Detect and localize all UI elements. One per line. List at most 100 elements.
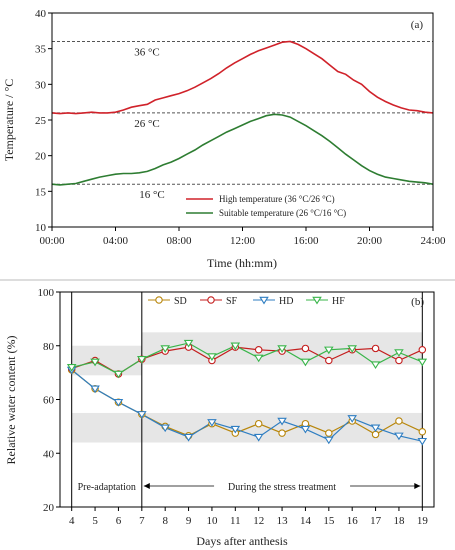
y-tick-label-b-40: 40 [43, 448, 55, 460]
data-point-hf-day-4 [66, 364, 77, 372]
x-tick-label-a-16: 16:00 [293, 235, 319, 247]
y-axis-title-b: Relative water content (%) [4, 336, 18, 465]
data-point-hd-day-16 [347, 415, 357, 423]
data-point-hf-day-14 [300, 358, 311, 367]
legend-label-suitable: Suitable temperature (26 °C/16 °C) [219, 208, 346, 218]
data-point-hf-day-19 [417, 358, 428, 367]
x-tick-label-b-17: 17 [370, 515, 382, 527]
legend-marker-sf [207, 296, 215, 304]
x-tick-label-a-24: 24:00 [420, 235, 446, 247]
data-point-sd-day-19 [418, 427, 427, 436]
x-tick-label-b-14: 14 [300, 515, 312, 527]
legend-b: SD SF HD HF [148, 296, 345, 307]
data-point-hf-day-6 [113, 370, 124, 379]
phase-annotations-b: Pre-adaptation During the stress treatmen… [78, 482, 421, 493]
data-point-sf-day-12 [254, 346, 263, 354]
data-point-hd-day-15 [324, 436, 334, 445]
x-tick-label-b-15: 15 [323, 515, 335, 527]
y-tick-label-a-25: 25 [35, 115, 47, 127]
data-point-hf-day-7 [137, 355, 147, 364]
shaded-band-3 [71, 412, 423, 443]
y-axis-title-a: Temperature / °C [2, 79, 16, 162]
panel-label-a: (a) [411, 19, 424, 31]
x-tick-label-a-12: 12:00 [230, 235, 256, 247]
data-point-sf-day-19 [418, 346, 427, 354]
reference-labels-a: 36 °C 26 °C 16 °C [134, 47, 165, 202]
data-point-sf-day-17 [371, 344, 380, 353]
series-line-suitable-temperature [51, 113, 434, 186]
data-point-hd-day-7 [137, 411, 147, 419]
legend-a: High temperature (36 °C/26 °C) Suitable … [186, 194, 346, 218]
phase-label-stress-treatment: During the stress treatment [228, 482, 336, 493]
data-point-hd-day-11 [230, 425, 241, 434]
data-point-hf-day-5 [90, 358, 100, 367]
x-tick-label-b-11: 11 [230, 515, 241, 527]
series-line-hf [71, 342, 423, 375]
data-point-sd-day-12 [254, 419, 263, 428]
data-point-hd-day-10 [207, 419, 217, 427]
data-point-hf-day-15 [324, 346, 334, 355]
x-tick-label-b-7: 7 [139, 515, 145, 527]
y-tick-label-a-40: 40 [35, 8, 47, 20]
data-point-sd-day-15 [325, 429, 333, 437]
y-tick-label-b-100: 100 [38, 287, 55, 299]
x-tick-label-a-20: 20:00 [357, 235, 383, 247]
x-axis-b: 4 5 6 7 8 9 10 11 12 13 14 15 16 17 18 19 [69, 507, 428, 527]
x-axis-a: 00:00 04:00 08:00 12:00 16:00 20:00 24:00 [39, 227, 446, 247]
data-point-hd-day-18 [394, 432, 404, 441]
y-axis-b: 20 40 60 80 100 [38, 287, 60, 514]
data-point-hd-day-5 [90, 385, 100, 394]
data-point-sd-day-13 [278, 429, 286, 437]
x-tick-label-b-10: 10 [206, 515, 218, 527]
x-tick-label-b-19: 19 [417, 515, 429, 527]
shaded-band-1 [71, 345, 142, 376]
legend-marker-hf [312, 296, 322, 305]
x-tick-label-b-6: 6 [116, 515, 122, 527]
y-tick-label-a-20: 20 [35, 151, 47, 163]
data-point-hf-day-17 [370, 361, 381, 370]
legend-label-high: High temperature (36 °C/26 °C) [219, 194, 335, 204]
data-point-hf-day-10 [207, 353, 217, 361]
data-point-hf-day-9 [183, 339, 194, 348]
data-point-sd-day-17 [371, 430, 380, 439]
reference-label-16-c: 16 °C [139, 189, 165, 201]
data-point-sf-day-15 [325, 356, 333, 365]
reference-label-36-c: 36 °C [134, 47, 160, 59]
x-tick-label-b-16: 16 [347, 515, 359, 527]
legend-marker-sd [155, 296, 163, 304]
y-tick-label-a-15: 15 [35, 186, 47, 198]
y-tick-label-b-80: 80 [43, 341, 55, 353]
series-line-hd [71, 369, 423, 442]
data-point-hd-day-9 [183, 433, 194, 442]
panel-label-b: (b) [411, 296, 424, 308]
y-axis-a: 10 15 20 25 30 35 40 [35, 8, 52, 234]
y-tick-label-b-60: 60 [43, 395, 55, 407]
data-point-hd-day-17 [370, 424, 381, 433]
x-tick-label-b-4: 4 [69, 515, 75, 527]
reference-label-26-c: 26 °C [134, 118, 160, 130]
x-tick-label-a-8: 08:00 [166, 235, 192, 247]
legend-marker-hd [259, 296, 269, 305]
data-point-hd-day-13 [277, 417, 287, 426]
x-tick-label-b-18: 18 [393, 515, 405, 527]
phase-divider-b [71, 292, 423, 507]
y-tick-label-a-30: 30 [35, 79, 47, 91]
x-tick-label-a-4: 04:00 [103, 235, 129, 247]
x-axis-title-b: Days after anthesis [196, 534, 288, 548]
x-tick-label-b-5: 5 [92, 515, 98, 527]
legend-label-hd: HD [279, 296, 293, 307]
chart-panel-b: 20 40 60 80 100 4 5 6 7 8 9 10 11 12 13 14 15 16 17 18 19 P… [4, 287, 435, 548]
x-tick-label-b-8: 8 [162, 515, 168, 527]
data-point-hf-day-8 [160, 345, 170, 353]
y-tick-label-b-20: 20 [43, 502, 55, 514]
data-point-hd-day-8 [160, 424, 170, 433]
data-point-hd-day-14 [300, 425, 311, 434]
legend-label-hf: HF [332, 296, 345, 307]
reference-lines-a [52, 41, 433, 185]
data-point-sf-day-18 [395, 356, 403, 365]
data-point-sf-day-14 [301, 344, 310, 353]
phase-label-pre-adaptation: Pre-adaptation [78, 482, 136, 493]
chart-panel-a: 10 15 20 25 30 35 40 00:00 04:00 08:00 12:00 16:00… [2, 8, 446, 270]
